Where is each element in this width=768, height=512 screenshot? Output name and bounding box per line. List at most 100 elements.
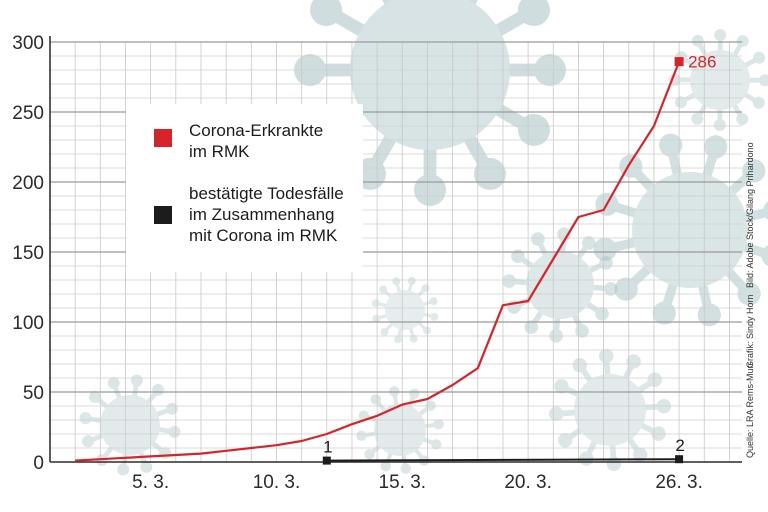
virus-spike	[506, 278, 563, 288]
virus-spike-tip	[364, 449, 375, 460]
virus-spike-tip	[168, 425, 181, 438]
virus-spike-tip	[633, 447, 648, 462]
virus-spike-tip	[626, 354, 641, 369]
virus-spike-tip	[593, 237, 617, 261]
virus-spike-tip	[379, 285, 388, 294]
credit-image: Bild: Adobe Stock/Gilang Prihardono	[745, 142, 755, 288]
virus-spike-tip	[517, 0, 550, 26]
legend-label-deaths-line-3: mit Corona im RMK	[189, 226, 338, 245]
virus-spike	[603, 353, 613, 413]
virus-spike-tip	[414, 174, 446, 206]
virus-spike-tip	[140, 460, 153, 473]
series-end-label-cases: 286	[688, 53, 716, 72]
virus-spike-tip	[380, 327, 389, 336]
virus-spike-tip	[394, 335, 403, 344]
virus-spike	[695, 38, 723, 83]
virus-spike-tip	[407, 276, 416, 285]
virus-spike	[403, 299, 436, 312]
virus-spike-tip	[356, 430, 367, 441]
virus-spike-tip	[310, 0, 343, 26]
virus-shape	[593, 133, 768, 327]
virus-shape	[371, 276, 439, 344]
virus-spike	[127, 422, 177, 435]
virus-spike-tip	[431, 439, 442, 450]
y-tick-label: 150	[12, 243, 44, 264]
virus-spike	[717, 38, 746, 83]
virus-body	[574, 374, 646, 446]
virus-spike	[359, 427, 403, 438]
series-point-label-deaths: 2	[675, 436, 684, 455]
virus-spike-tip	[713, 118, 726, 131]
virus-spike	[397, 422, 441, 433]
virus-spike-tip	[558, 433, 573, 448]
credit-source: Quelle: LRA Rems-Murr	[745, 362, 755, 458]
virus-spike	[397, 403, 433, 433]
virus-spike-tip	[674, 96, 687, 109]
virus-spike-tip	[372, 314, 381, 323]
y-tick-label: 250	[12, 103, 44, 124]
virus-body	[526, 251, 594, 319]
virus-spike-tip	[531, 232, 545, 246]
virus-spike	[557, 260, 609, 288]
y-tick-labels: 0 50 100 150 200 250 300	[12, 33, 44, 474]
x-tick-label: 20. 3.	[504, 472, 552, 493]
virus-spike	[607, 376, 658, 413]
virus-spike-tip	[548, 406, 564, 422]
virus-spike	[403, 308, 436, 319]
virus-spike-tip	[422, 326, 431, 335]
virus-spike-tip	[659, 133, 683, 157]
series-layer: 286 1 2	[75, 53, 716, 465]
x-tick-label: 10. 3.	[253, 472, 301, 493]
virus-spike	[607, 407, 644, 458]
virus-spike	[127, 387, 161, 428]
virus-spike	[607, 403, 667, 413]
virus-spike	[85, 422, 133, 444]
virus-spike	[678, 54, 723, 83]
virus-spike-tip	[152, 383, 165, 396]
legend-swatch-deaths	[154, 206, 172, 224]
virus-spike-tip	[380, 461, 391, 472]
virus-spike	[83, 415, 133, 428]
virus-spike	[403, 286, 428, 312]
virus-spike	[557, 282, 605, 317]
credits: Quelle: LRA Rems-Murr Grafik: Sindy Horn…	[745, 142, 755, 458]
virus-spike-tip	[433, 419, 444, 430]
virus-spike-tip	[517, 114, 550, 146]
virus-spike	[403, 308, 429, 333]
virus-shape	[669, 29, 768, 131]
virus-body	[350, 0, 510, 150]
legend-label-deaths: bestätigte Todesfälle im Zusammenhang mi…	[189, 184, 348, 245]
virus-spike	[374, 308, 407, 321]
virus-spike	[553, 282, 563, 339]
series-end-marker-cases	[674, 57, 684, 67]
virus-spike-tip	[736, 113, 749, 126]
legend-label-deaths-line-2: im Zusammenhang	[189, 205, 335, 224]
y-tick-label: 100	[12, 313, 44, 334]
virus-spike-tip	[572, 358, 587, 373]
virus-spike-tip	[763, 201, 768, 221]
series-point-deaths	[322, 456, 331, 465]
virus-spike-tip	[753, 51, 766, 64]
virus-spike-tip	[400, 463, 411, 474]
virus-spike	[562, 407, 613, 444]
virus-spike-tip	[652, 301, 676, 325]
y-tick-label: 200	[12, 173, 44, 194]
legend-label-deaths-line-1: bestätigte Todesfälle	[189, 184, 344, 203]
legend-label-cases-line-2: im RMK	[189, 142, 250, 161]
virus-spike	[535, 236, 563, 288]
virus-spike	[374, 301, 407, 312]
virus-spike	[403, 308, 416, 341]
x-tick-label: 15. 3.	[379, 472, 427, 493]
virus-spike-tip	[614, 277, 638, 301]
virus-spike-tip	[511, 249, 525, 264]
virus-spike-tip	[409, 388, 420, 399]
virus-spike	[373, 397, 403, 433]
virus-spike	[392, 389, 403, 433]
axes	[49, 36, 742, 463]
series-point-deaths	[675, 455, 684, 464]
legend-swatch-cases	[154, 129, 172, 147]
virus-spike-tip	[647, 372, 662, 387]
x-tick-label: 26. 3.	[655, 472, 703, 493]
legend-label-cases-line-1: Corona-Erkrankte	[189, 121, 323, 140]
